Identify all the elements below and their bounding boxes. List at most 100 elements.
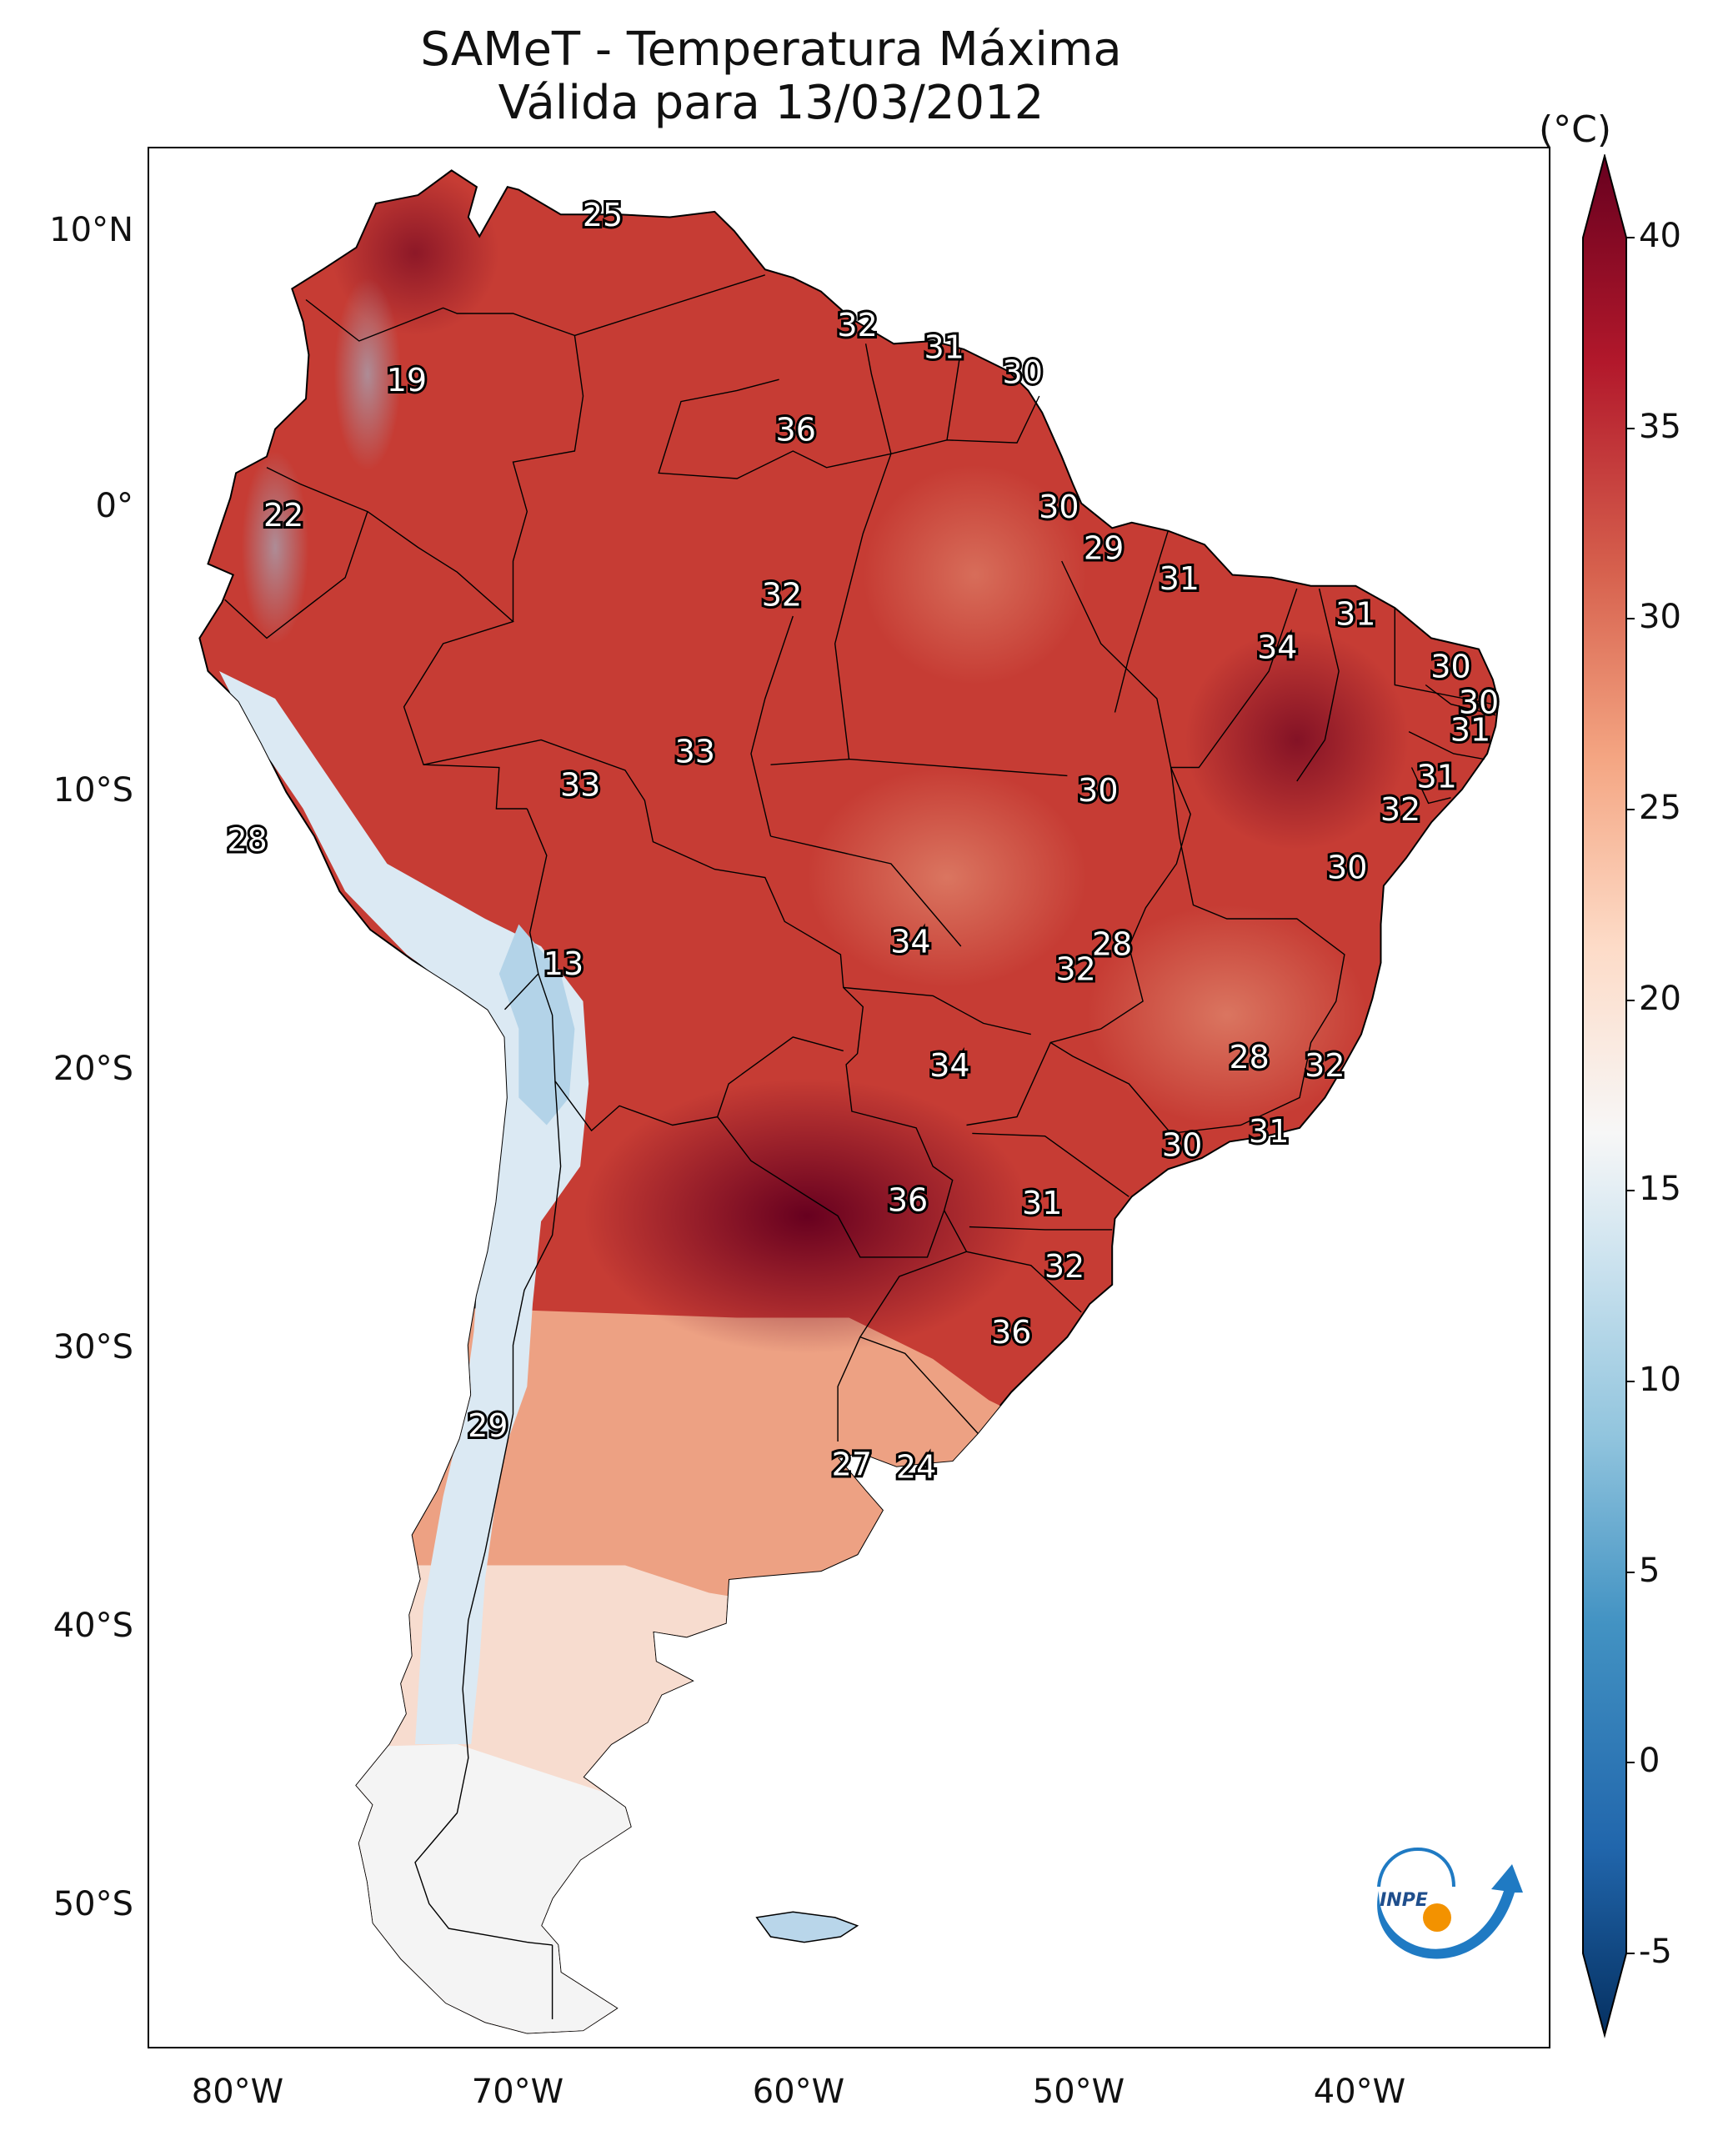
lat-label-10n: 10°N [49,211,133,249]
border-line [1425,684,1496,716]
falkland-islands [755,1911,859,1943]
border-line [946,348,962,440]
temperature-label: 32 [837,307,877,343]
political-borders [224,274,1496,2019]
temperature-label: 32 [1305,1047,1345,1084]
temperature-label: 34 [1257,629,1297,665]
lon-label-80w: 80°W [191,2073,284,2111]
temperature-label: 30 [1162,1127,1202,1164]
temperature-label: 32 [1380,791,1420,828]
temperature-label: 24 [896,1449,936,1486]
colorbar-tick-mark [1626,1953,1635,1954]
border-line [1394,608,1493,705]
temperature-label: 25 [583,197,623,233]
border-line [367,511,528,810]
temperature-label: 13 [543,945,584,982]
border-line [503,973,539,1010]
colorbar-tick-label: 25 [1639,789,1681,827]
lat-label-30s: 30°S [53,1328,133,1366]
temperature-label: 31 [924,329,964,366]
temperature-label: 32 [762,577,802,614]
border-line [966,1251,1082,1313]
colorbar-tick-mark [1626,618,1635,620]
map-subtitle: Válida para 13/03/2012 [498,76,1044,130]
logo-swoosh [1377,1864,1523,1959]
colorbar-tick-mark [1626,1571,1635,1573]
lat-label-0: 0° [95,487,133,525]
colorbar-tick-mark [1626,237,1635,238]
border-line [969,1226,1113,1231]
temperature-label: 30 [1003,353,1043,390]
border-line [305,298,584,622]
border-line [574,274,766,337]
border-line [972,1132,1129,1197]
lat-label-40s: 40°S [53,1607,133,1645]
temperature-label: 28 [1092,926,1132,963]
border-line [1170,588,1298,769]
map-title: SAMeT - Temperatura Máxima [420,23,1122,77]
temperature-label: 29 [468,1407,508,1444]
temperature-label: 32 [1044,1248,1084,1285]
temperature-label: 30 [1327,849,1367,885]
temperature-label: 28 [1230,1039,1270,1075]
temperature-label: 32 [1055,950,1095,987]
temperature-label: 33 [560,766,600,803]
colorbar-tick-label: 0 [1639,1742,1660,1781]
border-line [770,835,962,947]
map-panel[interactable]: 25 32 31 30 19 36 22 30 29 32 31 31 34 30 30 31 33 31 33 30… [148,147,1550,2048]
temperature-label: 31 [1022,1185,1062,1221]
temperature-label: 36 [776,412,816,449]
temperature-label: 31 [1335,596,1375,633]
border-line [717,1116,945,1258]
temperature-label: 30 [1430,648,1470,684]
colorbar-tick-mark [1626,427,1635,429]
temperature-label: 30 [1459,684,1499,720]
border-line [423,739,979,1434]
border-line [849,758,1068,777]
colorbar-tick-mark [1626,1762,1635,1764]
temperature-label: 19 [387,362,427,399]
border-line [837,1336,861,1442]
temperature-label: 36 [991,1314,1031,1351]
lon-label-50w: 50°W [1032,2073,1125,2111]
border-line [658,379,1040,479]
colorbar-tick-mark [1626,809,1635,810]
lon-label-70w: 70°W [471,2073,564,2111]
inpe-logo: INPE [1377,1848,1523,1959]
lat-label-10s: 10°S [53,771,133,810]
temperature-label: 30 [1039,489,1079,525]
colorbar-unit: (°C) [1539,108,1612,151]
border-line [750,615,794,837]
colorbar-tick-label: 15 [1639,1170,1681,1209]
colorbar-tick-label: 35 [1639,407,1681,446]
temperature-label: 31 [1450,711,1490,748]
colorbar-tick-mark [1626,1190,1635,1192]
border-line [526,808,844,1132]
border-line [1296,588,1340,782]
border-line [1408,730,1485,760]
temperature-label: 34 [890,923,930,960]
border-line [1410,767,1451,805]
lat-label-20s: 20°S [53,1050,133,1088]
temperature-label: 27 [832,1446,872,1482]
border-line [224,467,368,639]
border-line [1114,530,1169,713]
logo-orb [1423,1903,1451,1932]
border-line [770,454,892,765]
colorbar-tick-label: 10 [1639,1361,1681,1399]
temperature-label: 31 [1249,1113,1289,1150]
temperature-label: 31 [1417,758,1457,795]
logo-text: INPE [1380,1890,1428,1911]
colorbar-body [1582,154,1627,2038]
colorbar-tick-mark [1626,1381,1635,1382]
lat-label-50s: 50°S [53,1885,133,1923]
colorbar-tick-label: 40 [1639,217,1681,255]
colorbar [1582,154,1627,2038]
lon-label-60w: 60°W [752,2073,845,2111]
temperature-label: 34 [929,1047,969,1084]
temperature-label: 28 [227,821,267,858]
temperature-label: 29 [1084,530,1124,567]
temperature-label: 33 [675,734,715,770]
